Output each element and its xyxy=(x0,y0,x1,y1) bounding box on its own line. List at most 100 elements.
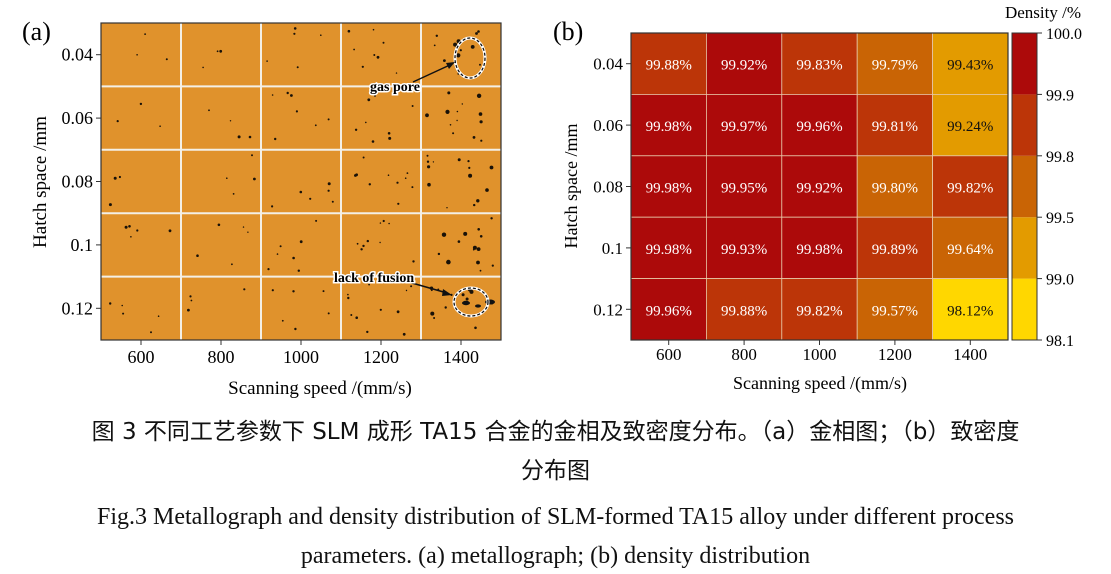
pore-dot xyxy=(362,244,365,248)
pore-dot xyxy=(271,289,274,292)
pore-dot xyxy=(425,113,429,118)
heatmap-cell xyxy=(932,32,1009,95)
pore-dot xyxy=(445,109,450,114)
pore-dot xyxy=(477,228,481,231)
heatmap-cell xyxy=(856,216,934,279)
pore-dot xyxy=(382,41,385,44)
pore-dot xyxy=(426,154,429,157)
pore-dot xyxy=(315,219,318,222)
colorbar-tick-label: 99.0 xyxy=(1046,272,1074,289)
pore-dot xyxy=(292,256,295,260)
pore-dot xyxy=(217,223,221,227)
gas-pore-arrowhead xyxy=(446,62,455,69)
cell-value-label: 99.88% xyxy=(646,58,692,74)
pore-dot xyxy=(229,120,232,122)
colorbar-tick-label: 98.1 xyxy=(1046,333,1074,350)
heatmap-cell xyxy=(706,155,783,218)
cell-value-label: 99.57% xyxy=(872,303,918,319)
pore-dot xyxy=(457,158,461,162)
y-tick-label: 0.1 xyxy=(71,235,94,255)
pore-dot xyxy=(404,177,407,179)
pore-dot xyxy=(362,156,365,159)
cell-value-label: 99.98% xyxy=(646,181,692,197)
pore-dot xyxy=(159,125,161,127)
pore-dot xyxy=(372,28,375,31)
pore-dot xyxy=(463,231,468,236)
x-tick-label: 1000 xyxy=(283,347,319,367)
pore-dot xyxy=(128,225,131,228)
cell-value-label: 99.80% xyxy=(872,181,918,197)
pore-dot xyxy=(108,203,112,207)
pore-dot xyxy=(331,200,334,203)
cell-value-label: 99.97% xyxy=(721,119,767,135)
pore-dot xyxy=(410,285,413,288)
pore-dot xyxy=(373,54,376,56)
pore-dot xyxy=(427,182,431,187)
x-tick-label: 1400 xyxy=(443,347,479,367)
heatmap-cell xyxy=(706,216,783,279)
caption-en-line-1: Fig.3 Metallograph and density distribut… xyxy=(96,504,1015,530)
lack-of-fusion-label: lack of fusion xyxy=(334,271,414,286)
pore-dot xyxy=(226,177,228,179)
pore-dot xyxy=(470,45,475,49)
heatmap-cell xyxy=(706,278,783,341)
pore-dot xyxy=(433,44,436,47)
pore-dot xyxy=(327,312,330,315)
metallograph-image xyxy=(101,23,501,340)
lack-of-fusion-defect xyxy=(475,304,481,308)
pore-dot xyxy=(130,236,132,238)
pore-dot xyxy=(271,94,274,96)
pore-dot xyxy=(216,50,219,53)
heatmap-cell xyxy=(856,94,934,157)
pore-dot xyxy=(479,269,482,272)
pore-dot xyxy=(189,295,192,298)
cell-value-label: 99.93% xyxy=(721,242,767,258)
pore-dot xyxy=(187,308,190,312)
panel-a-label: (a) xyxy=(22,17,51,46)
pore-dot xyxy=(190,299,193,302)
pore-dot xyxy=(446,259,451,265)
lack-of-fusion-ellipse xyxy=(453,287,489,317)
heatmap-cell xyxy=(932,155,1009,218)
y-tick-label: 0.12 xyxy=(593,300,623,319)
pore-dot xyxy=(242,226,245,228)
pore-dot xyxy=(297,269,300,272)
pore-dot xyxy=(296,66,299,69)
colorbar-segment xyxy=(1012,33,1037,95)
panel-a-x-ticks: 600 800 1000 1200 1400 xyxy=(128,340,479,367)
colorbar-segment xyxy=(1012,155,1037,218)
pore-dot xyxy=(472,248,475,251)
panel-b-x-ticks: 600 800 1000 1200 1400 xyxy=(656,340,987,364)
pore-dot xyxy=(468,166,471,169)
panel-b-y-ticks: 0.04 0.06 0.08 0.1 0.12 xyxy=(593,55,631,319)
pore-dot xyxy=(276,253,279,255)
pore-dot xyxy=(473,203,476,207)
pore-dot xyxy=(118,175,121,179)
panel-b-density-heatmap: (b) 99.88% 99.92% 99.83% 99.79% 99.43% 99.98%… xyxy=(553,3,1082,394)
pore-dot xyxy=(427,165,431,169)
pore-dot xyxy=(437,252,441,256)
pore-dot xyxy=(388,136,392,140)
panel-a-x-axis-title: Scanning speed /(mm/s) xyxy=(228,378,412,399)
heatmap-cell xyxy=(630,278,707,341)
heatmap-cell xyxy=(856,278,934,341)
cell-value-label: 99.83% xyxy=(796,58,842,74)
pore-dot xyxy=(452,132,455,135)
pore-dot xyxy=(379,241,381,244)
pore-dot xyxy=(274,137,277,141)
gas-pore-label: gas pore xyxy=(370,80,420,95)
pore-dot xyxy=(248,135,252,139)
pore-dot xyxy=(379,222,382,224)
colorbar-tick-label: 99.5 xyxy=(1046,210,1074,227)
pore-dot xyxy=(253,177,256,181)
colorbar-tick-label: 100.0 xyxy=(1046,26,1082,43)
cell-value-label: 99.24% xyxy=(947,119,993,135)
pore-dot xyxy=(122,312,125,315)
pore-dot xyxy=(347,293,349,296)
pore-dot xyxy=(476,199,480,203)
y-tick-label: 0.04 xyxy=(62,45,94,65)
pore-dot xyxy=(432,161,435,163)
pore-dot xyxy=(367,98,371,102)
colorbar: 100.0 99.9 99.8 99.5 99.0 98.1 xyxy=(1011,26,1082,350)
pore-dot xyxy=(371,140,375,143)
